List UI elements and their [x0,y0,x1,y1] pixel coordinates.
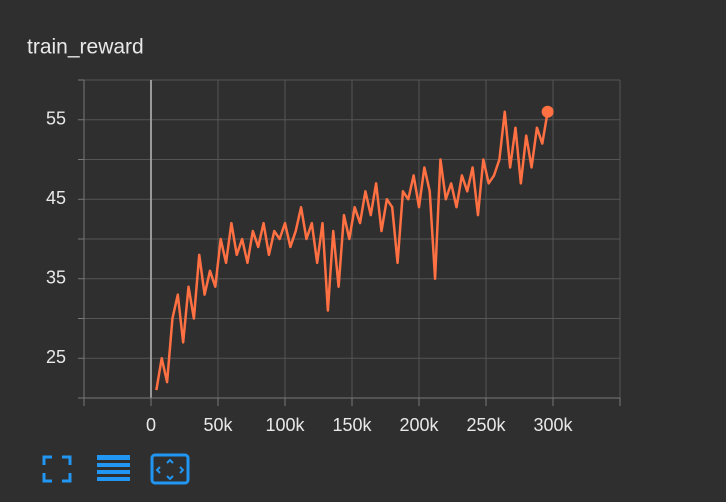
y-tick-label: 45 [46,188,66,208]
end-point [541,105,554,118]
y-tick-label: 25 [46,347,66,367]
chart-title: train_reward [27,36,144,59]
y-tick-label: 35 [46,268,66,288]
x-tick-label: 150k [332,415,372,435]
data-table-button[interactable] [97,455,130,481]
x-tick-label: 0 [146,415,156,435]
x-tick-label: 50k [203,415,233,435]
toolbar [42,453,190,485]
x-tick-label: 100k [265,415,305,435]
fullscreen-button[interactable] [42,455,72,483]
x-tick-label: 300k [533,415,573,435]
x-tick-label: 200k [399,415,439,435]
fit-domain-button[interactable] [150,453,190,485]
x-tick-label: 250k [466,415,506,435]
y-tick-label: 55 [46,109,66,129]
line [155,110,549,391]
